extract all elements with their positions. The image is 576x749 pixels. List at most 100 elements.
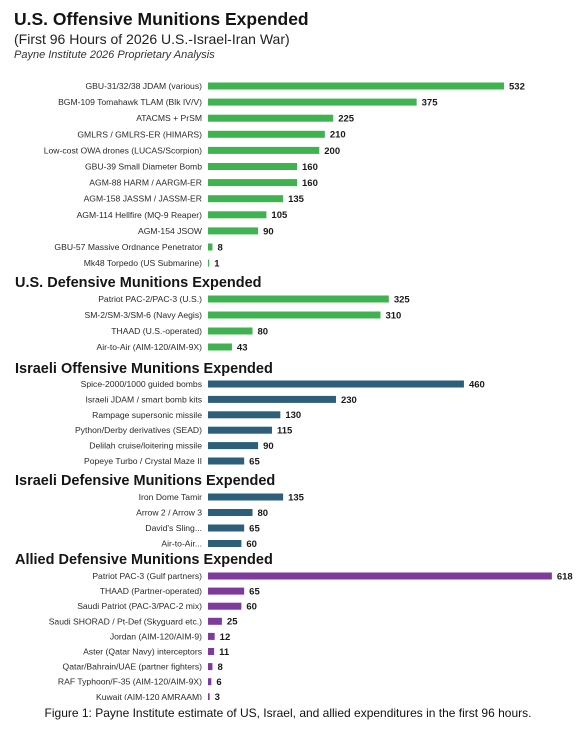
bar [208, 98, 417, 106]
value-label: 210 [330, 130, 346, 141]
category-label: Jordan (AIM-120/AIM-9) [110, 631, 202, 641]
category-label: Mk48 Torpedo (US Submarine) [84, 258, 202, 268]
value-label: 1 [214, 259, 220, 270]
category-label: AGM-154 JSOW [138, 226, 203, 236]
value-label: 60 [246, 602, 257, 613]
value-label: 90 [263, 226, 274, 237]
category-label: GBU-39 Small Diameter Bomb [85, 162, 202, 172]
section-title: U.S. Defensive Munitions Expended [15, 275, 262, 291]
category-label: Saudi SHORAD / Pt-Def (Skyguard etc.) [49, 616, 202, 626]
value-label: 11 [219, 647, 230, 658]
bar [208, 524, 245, 532]
value-label: 12 [220, 632, 231, 643]
category-label: Popeye Turbo / Crystal Maze II [84, 456, 202, 466]
value-label: 90 [263, 441, 274, 452]
bar [208, 442, 259, 450]
category-label: Rampage supersonic missile [92, 410, 202, 420]
category-label: ATACMS + PrSM [136, 113, 202, 123]
category-label: GMLRS / GMLRS-ER (HIMARS) [77, 129, 202, 139]
bar [208, 493, 284, 501]
category-label: David's Sling... [145, 523, 202, 533]
category-label: Patriot PAC-2/PAC-3 (U.S.) [98, 294, 202, 304]
value-label: 6 [216, 677, 221, 688]
figure-caption: Figure 1: Payne Institute estimate of US… [44, 706, 532, 720]
bar [208, 411, 281, 419]
section-title: Israeli Defensive Munitions Expended [15, 473, 275, 489]
bar [208, 311, 381, 319]
bar [208, 663, 213, 671]
bar [208, 259, 210, 267]
bar [208, 693, 210, 700]
chart-credit: Payne Institute 2026 Proprietary Analysi… [14, 49, 215, 61]
value-label: 65 [249, 456, 260, 467]
value-label: 135 [288, 194, 305, 205]
value-label: 80 [258, 326, 269, 337]
bar [208, 82, 505, 90]
category-label: AGM-114 Hellfire (MQ-9 Reaper) [77, 210, 203, 220]
value-label: 160 [302, 178, 318, 189]
bar [208, 457, 245, 465]
category-label: GBU-31/32/38 JDAM (various) [85, 81, 202, 91]
value-label: 225 [338, 114, 355, 125]
value-label: 65 [249, 587, 260, 598]
bar [208, 540, 242, 547]
category-label: RAF Typhoon/F-35 (AIM-120/AIM-9X) [58, 677, 202, 687]
value-label: 532 [509, 81, 525, 92]
value-label: 618 [557, 571, 573, 582]
value-label: 43 [237, 342, 248, 353]
category-label: BGM-109 Tomahawk TLAM (Blk IV/V) [58, 97, 202, 107]
bar [208, 587, 245, 595]
category-label: Aster (Qatar Navy) interceptors [83, 647, 202, 657]
category-label: Low-cost OWA drones (LUCAS/Scorpion) [44, 145, 202, 155]
chart-subtitle: (First 96 Hours of 2026 U.S.-Israel-Iran… [14, 31, 290, 47]
bar [208, 617, 222, 625]
bar [208, 295, 389, 303]
value-label: 230 [341, 395, 357, 406]
bar [208, 648, 215, 655]
category-label: THAAD (U.S.-operated) [111, 326, 202, 336]
category-label: Israeli JDAM / smart bomb kits [85, 394, 202, 404]
bar [208, 211, 267, 219]
category-label: Qatar/Bahrain/UAE (partner fighters) [63, 662, 203, 672]
value-label: 8 [217, 662, 222, 673]
category-label: Kuwait (AIM-120 AMRAAM) [96, 692, 202, 700]
value-label: 200 [324, 146, 340, 157]
bar [208, 572, 552, 580]
category-label: Spice-2000/1000 guided bombs [81, 379, 202, 389]
bar [208, 602, 242, 610]
bar [208, 327, 253, 335]
value-label: 80 [258, 508, 269, 519]
value-label: 460 [469, 379, 485, 390]
chart-header: U.S. Offensive Munitions Expended (First… [14, 8, 309, 62]
category-label: AGM-88 HARM / AARGM-ER [89, 178, 202, 188]
bar [208, 426, 272, 434]
bar [208, 114, 334, 122]
section-title: Israeli Offensive Munitions Expended [15, 361, 273, 377]
munitions-bar-chart: GBU-31/32/38 JDAM (various) 532 BGM-109 To… [15, 81, 573, 700]
bar [208, 678, 212, 686]
bar [208, 509, 253, 516]
bar [208, 343, 232, 351]
value-label: 60 [246, 539, 257, 550]
value-label: 310 [385, 310, 401, 321]
bar [208, 395, 336, 403]
value-label: 160 [302, 162, 318, 173]
category-label: Air-to-Air (AIM-120/AIM-9X) [96, 342, 202, 352]
bar [208, 163, 298, 170]
category-label: Iron Dome Tamir [139, 492, 202, 502]
bar [208, 146, 320, 154]
category-label: Delilah cruise/loitering missile [89, 441, 202, 451]
bar [208, 380, 464, 388]
category-label: Air-to-Air... [161, 539, 202, 549]
value-label: 3 [215, 692, 220, 700]
category-label: Patriot PAC-3 (Gulf partners) [92, 571, 202, 581]
value-label: 105 [271, 210, 288, 221]
bar [208, 179, 298, 187]
category-label: Python/Derby derivatives (SEAD) [75, 425, 202, 435]
value-label: 325 [394, 294, 411, 305]
category-label: Saudi Patriot (PAC-3/PAC-2 mix) [77, 601, 202, 611]
value-label: 135 [288, 492, 305, 503]
bar [208, 195, 284, 203]
value-label: 130 [285, 410, 301, 421]
section-title: Allied Defensive Munitions Expended [15, 552, 273, 568]
